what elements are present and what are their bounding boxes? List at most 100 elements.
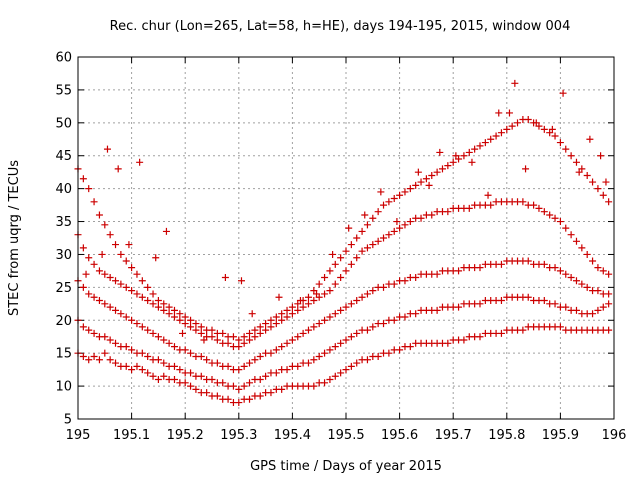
x-tick-label: 195.8 bbox=[488, 428, 525, 443]
data-point bbox=[90, 293, 98, 301]
data-point bbox=[559, 89, 567, 97]
data-point bbox=[144, 297, 152, 305]
data-point bbox=[240, 333, 248, 341]
data-point bbox=[589, 178, 597, 186]
data-point bbox=[406, 185, 414, 193]
data-point bbox=[562, 303, 570, 311]
data-point bbox=[160, 306, 168, 314]
data-point bbox=[519, 326, 527, 334]
data-point bbox=[197, 323, 205, 331]
data-point bbox=[433, 168, 441, 176]
data-point bbox=[495, 109, 503, 117]
data-point bbox=[313, 290, 321, 298]
data-point bbox=[363, 244, 371, 252]
data-point bbox=[288, 303, 296, 311]
x-tick-label: 195.3 bbox=[220, 428, 257, 443]
data-point bbox=[396, 191, 404, 199]
data-point bbox=[90, 352, 98, 360]
data-point bbox=[326, 313, 334, 321]
data-point bbox=[237, 277, 245, 285]
data-point bbox=[599, 191, 607, 199]
data-point bbox=[251, 333, 259, 341]
data-point bbox=[438, 165, 446, 173]
x-tick-label: 196 bbox=[602, 428, 627, 443]
y-tick-labels: 5 10 15 20 25 30 35 40 45 50 55 60 bbox=[55, 51, 72, 428]
data-point bbox=[476, 142, 484, 150]
data-point bbox=[594, 306, 602, 314]
data-point bbox=[369, 323, 377, 331]
data-point bbox=[152, 254, 160, 262]
data-point bbox=[224, 339, 232, 347]
data-point bbox=[98, 250, 106, 258]
data-point bbox=[401, 188, 409, 196]
data-point bbox=[203, 356, 211, 364]
y-tick-label: 45 bbox=[55, 149, 72, 164]
data-point bbox=[95, 211, 103, 219]
data-point bbox=[497, 129, 505, 137]
data-point bbox=[103, 145, 111, 153]
data-point bbox=[165, 310, 173, 318]
data-point bbox=[321, 273, 329, 281]
data-point bbox=[562, 224, 570, 232]
data-point bbox=[138, 293, 146, 301]
data-point bbox=[331, 372, 339, 380]
data-point bbox=[347, 333, 355, 341]
data-point bbox=[262, 326, 270, 334]
data-point bbox=[433, 270, 441, 278]
data-point bbox=[149, 372, 157, 380]
data-point bbox=[556, 139, 564, 147]
x-tick-label: 195.9 bbox=[542, 428, 579, 443]
data-point bbox=[599, 303, 607, 311]
data-point bbox=[138, 349, 146, 357]
data-point bbox=[187, 316, 195, 324]
data-point bbox=[417, 178, 425, 186]
data-point bbox=[455, 303, 463, 311]
data-point bbox=[304, 293, 312, 301]
data-point bbox=[122, 257, 130, 265]
data-point bbox=[138, 323, 146, 331]
data-point bbox=[95, 267, 103, 275]
data-point bbox=[101, 221, 109, 229]
data-point bbox=[235, 399, 243, 407]
data-point bbox=[101, 333, 109, 341]
data-point bbox=[572, 158, 580, 166]
data-point bbox=[326, 376, 334, 384]
data-point bbox=[455, 267, 463, 275]
data-point bbox=[567, 231, 575, 239]
data-point bbox=[112, 339, 120, 347]
data-point bbox=[406, 343, 414, 351]
data-point bbox=[572, 277, 580, 285]
data-point bbox=[321, 290, 329, 298]
data-point bbox=[197, 329, 205, 337]
data-point bbox=[315, 352, 323, 360]
data-point bbox=[347, 362, 355, 370]
data-point bbox=[374, 352, 382, 360]
data-point bbox=[342, 303, 350, 311]
data-point bbox=[594, 185, 602, 193]
data-point bbox=[572, 306, 580, 314]
data-point bbox=[170, 343, 178, 351]
data-point bbox=[374, 237, 382, 245]
data-point bbox=[149, 329, 157, 337]
data-point bbox=[106, 231, 114, 239]
data-point bbox=[154, 303, 162, 311]
x-tick-label: 195.2 bbox=[167, 428, 204, 443]
data-point bbox=[144, 369, 152, 377]
data-point bbox=[192, 326, 200, 334]
data-point bbox=[505, 109, 513, 117]
data-point bbox=[278, 316, 286, 324]
data-point bbox=[369, 287, 377, 295]
y-tick-label: 30 bbox=[55, 248, 72, 263]
data-point bbox=[412, 273, 420, 281]
data-point bbox=[288, 310, 296, 318]
data-point bbox=[556, 267, 564, 275]
data-point bbox=[444, 208, 452, 216]
data-point bbox=[304, 359, 312, 367]
data-point bbox=[310, 297, 318, 305]
data-point bbox=[296, 297, 304, 305]
data-point bbox=[176, 310, 184, 318]
data-point bbox=[304, 326, 312, 334]
data-point bbox=[422, 175, 430, 183]
data-point bbox=[530, 201, 538, 209]
data-point bbox=[361, 211, 369, 219]
